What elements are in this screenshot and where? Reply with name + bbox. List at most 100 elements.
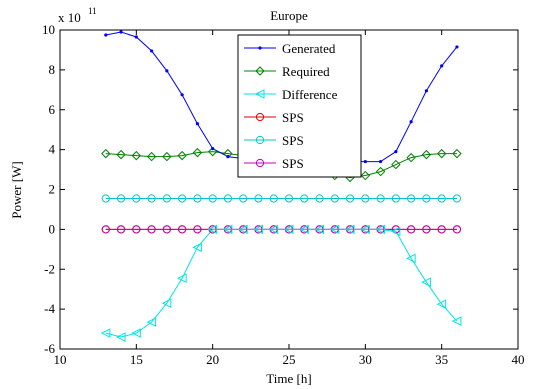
x-tick-label: 10 xyxy=(54,352,67,367)
data-point xyxy=(452,148,462,159)
axis-ticks xyxy=(59,29,519,350)
data-point xyxy=(344,224,355,235)
data-point xyxy=(254,194,263,203)
data-point xyxy=(119,30,123,34)
data-point xyxy=(360,170,371,181)
data-point xyxy=(330,194,339,203)
data-point xyxy=(452,194,462,203)
data-point xyxy=(193,194,202,203)
data-point xyxy=(207,224,218,235)
data-point xyxy=(115,332,126,342)
data-point xyxy=(101,225,110,234)
data-point xyxy=(421,149,432,160)
data-point xyxy=(146,317,157,327)
legend-marker xyxy=(255,66,265,76)
y-tick-label: 0 xyxy=(49,221,56,236)
legend-entry: Required xyxy=(282,64,330,79)
data-point xyxy=(361,194,370,203)
data-point xyxy=(391,194,400,203)
y-tick-label: 10 xyxy=(42,22,55,37)
data-point xyxy=(406,152,416,163)
data-point xyxy=(165,69,169,73)
data-point xyxy=(391,159,401,170)
y-tick-label: -2 xyxy=(44,261,55,276)
data-point xyxy=(222,224,233,235)
data-point xyxy=(329,224,340,235)
legend-box xyxy=(237,34,362,178)
data-point xyxy=(424,89,428,93)
data-point xyxy=(407,194,416,203)
data-point xyxy=(269,194,278,203)
legend-marker xyxy=(258,46,262,50)
legend-entry: Generated xyxy=(282,41,336,56)
data-point xyxy=(180,93,184,97)
data-point xyxy=(253,224,263,235)
data-point xyxy=(161,298,172,308)
data-point xyxy=(101,194,110,203)
data-point xyxy=(162,194,171,203)
y-axis-label: Power [W] xyxy=(9,161,24,218)
data-point xyxy=(451,316,462,326)
data-point xyxy=(376,194,385,203)
data-point xyxy=(422,194,431,203)
data-point xyxy=(150,49,154,53)
data-point xyxy=(177,150,187,161)
data-point xyxy=(452,225,462,234)
data-point xyxy=(162,225,171,234)
data-point xyxy=(226,155,230,159)
data-point xyxy=(315,194,324,203)
data-point xyxy=(407,225,416,234)
data-point xyxy=(345,194,355,203)
data-point xyxy=(436,299,447,309)
data-point xyxy=(116,194,126,203)
x-tick-label: 30 xyxy=(359,352,372,367)
data-point xyxy=(207,146,218,157)
data-point xyxy=(238,224,248,235)
data-point xyxy=(131,150,142,161)
data-point xyxy=(363,159,367,164)
legend-entry: SPS xyxy=(282,156,304,171)
data-point xyxy=(421,277,431,288)
data-point xyxy=(268,224,279,235)
series-line-2 xyxy=(105,228,458,338)
data-point xyxy=(409,120,413,124)
data-point xyxy=(104,33,108,37)
y-exponent-label: x 10 xyxy=(58,10,81,25)
data-point xyxy=(299,224,309,235)
data-point xyxy=(132,225,141,234)
data-point xyxy=(440,64,444,68)
data-point xyxy=(360,224,370,235)
data-point xyxy=(192,242,202,253)
data-point xyxy=(422,225,431,234)
data-point xyxy=(436,148,447,159)
x-tick-label: 20 xyxy=(206,352,219,367)
data-point xyxy=(211,147,215,151)
legend-entry: Difference xyxy=(282,87,338,102)
x-axis-label: Time [h] xyxy=(266,371,311,386)
data-point xyxy=(314,224,325,235)
data-point xyxy=(193,225,202,234)
y-tick-label: 6 xyxy=(49,102,56,117)
data-point xyxy=(162,151,172,162)
data-point xyxy=(406,253,416,264)
data-point xyxy=(131,328,141,338)
data-point xyxy=(283,224,294,235)
data-point xyxy=(146,151,157,162)
x-tick-label: 15 xyxy=(130,352,143,367)
y-tick-label: 4 xyxy=(49,142,56,157)
data-point xyxy=(394,150,398,154)
data-point xyxy=(132,194,141,203)
data-point xyxy=(208,194,217,203)
legend-entry: SPS xyxy=(282,110,304,125)
data-point xyxy=(375,224,386,235)
data-point xyxy=(437,194,446,203)
data-point xyxy=(223,194,233,203)
data-point xyxy=(100,328,111,338)
data-point xyxy=(455,45,459,49)
data-point xyxy=(284,194,294,203)
data-point xyxy=(116,225,126,234)
y-tick-label: -4 xyxy=(44,301,55,316)
x-tick-label: 25 xyxy=(283,352,296,367)
data-point xyxy=(192,147,203,158)
